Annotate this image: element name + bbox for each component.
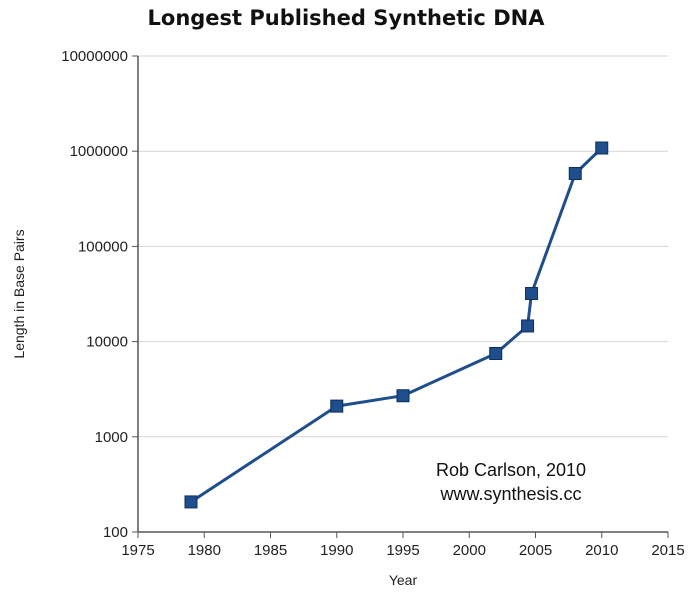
- x-tick-label: 1985: [254, 542, 287, 559]
- x-tick-label: 1975: [121, 542, 154, 559]
- x-tick-label: 2015: [651, 542, 684, 559]
- data-point-marker: [489, 346, 503, 360]
- x-tick-label: 2000: [453, 542, 486, 559]
- y-tick-label: 100: [103, 524, 128, 541]
- x-tick-label: 1990: [320, 542, 353, 559]
- series: [184, 141, 609, 509]
- x-tick-label: 1980: [188, 542, 221, 559]
- y-tick-label: 100000: [78, 238, 128, 255]
- x-tick-label: 2005: [519, 542, 552, 559]
- y-tick-label: 1000: [95, 429, 128, 446]
- x-tick-label: 2010: [585, 542, 618, 559]
- annotation-author: Rob Carlson, 2010: [436, 460, 586, 480]
- data-point-marker: [330, 399, 344, 413]
- y-axis-title: Length in Base Pairs: [11, 229, 27, 358]
- data-point-marker: [568, 167, 582, 181]
- y-tick-label: 10000000: [61, 48, 128, 65]
- gridlines: [138, 55, 668, 438]
- data-point-marker: [595, 141, 609, 155]
- annotation-website: www.synthesis.cc: [439, 484, 581, 504]
- x-tick-label: 1995: [386, 542, 419, 559]
- axes: [137, 56, 668, 533]
- x-axis-title: Year: [389, 572, 418, 588]
- data-point-marker: [396, 389, 410, 403]
- chart-title: Longest Published Synthetic DNA: [147, 6, 545, 30]
- data-point-marker: [521, 319, 535, 333]
- data-point-marker: [525, 287, 539, 301]
- y-tick-label: 10000: [86, 334, 128, 351]
- data-point-marker: [184, 495, 198, 509]
- y-tick-label: 1000000: [70, 143, 128, 160]
- series-line: [190, 146, 603, 504]
- tick-labels: 100 1000 10000 100000 1000000 10000000 1975 198…: [61, 48, 684, 559]
